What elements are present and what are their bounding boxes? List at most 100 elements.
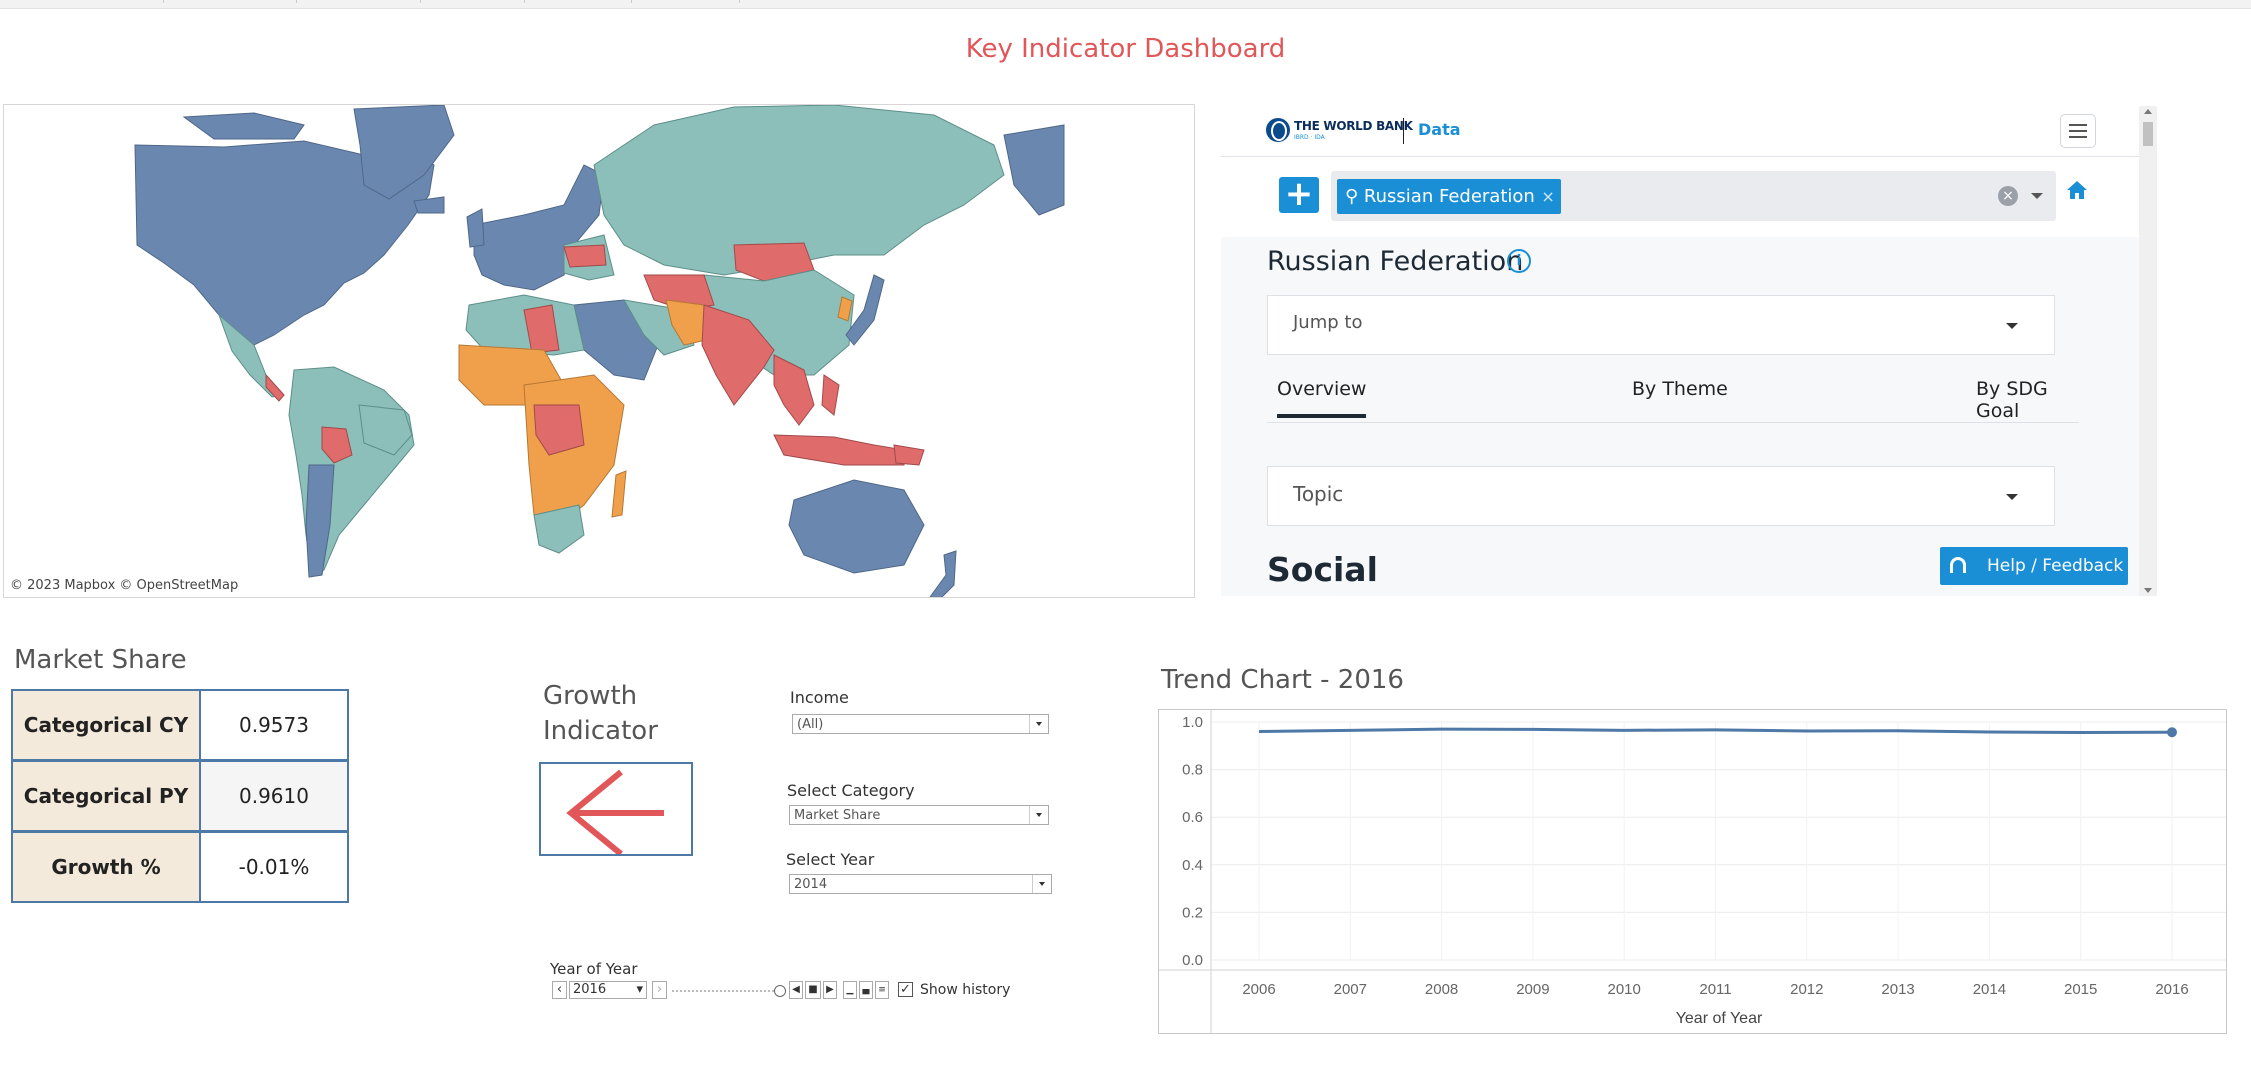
map-region-south-america-blue2 [358,404,413,456]
playback-year-select[interactable]: 2016 ▾ [569,981,647,999]
x-tick-label: 2014 [1973,981,2006,998]
jump-to-label: Jump to [1293,312,1363,333]
category-select[interactable]: Market Share [789,805,1049,825]
speed-slow-icon[interactable]: ▁ [843,981,857,999]
home-icon[interactable] [2066,179,2088,201]
series-point [2167,727,2177,738]
wb-data-link[interactable]: Data [1418,120,1461,139]
map-region-uk [466,208,485,248]
help-feedback-label: Help / Feedback [1987,556,2124,576]
map-region-africa-red-north [523,304,560,354]
chip-remove-icon[interactable]: × [1541,187,1555,206]
growth-indicator-title: Growth Indicator [543,681,658,746]
clear-search-icon[interactable]: × [1998,186,2018,206]
map-region-india [701,304,775,406]
x-tick-label: 2015 [2064,981,2097,998]
trend-chart-title: Trend Chart - 2016 [1161,665,1404,695]
left-arrow-icon [566,769,664,857]
map-region-greenland [353,105,455,200]
market-share-table: Categorical CY 0.9573 Categorical PY 0.9… [11,689,349,903]
tab-by-theme[interactable]: By Theme [1632,378,1728,400]
stop-icon[interactable]: ■ [805,981,821,999]
country-chip-label: Russian Federation [1363,186,1535,207]
headset-icon [1950,557,1966,573]
x-tick-label: 2016 [2155,981,2188,998]
add-button[interactable]: + [1279,177,1319,213]
year-select[interactable]: 2014 [789,874,1052,894]
series-line [1258,727,2173,734]
row-label: Growth % [13,833,201,901]
y-tick-label: 0.2 [1182,904,1203,921]
x-tick-label: 2007 [1334,981,1367,998]
row-value: 0.9573 [239,713,309,737]
wb-logo-text[interactable]: THE WORLD BANK [1294,119,1413,133]
speed-medium-icon[interactable]: ▄ [859,981,873,999]
dashboard-title: Key Indicator Dashboard [965,34,1286,64]
map-region-alaska [1003,124,1065,216]
map-region-africa-south [533,504,585,554]
map-region-png [893,444,925,466]
map-credit[interactable]: © 2023 Mapbox © OpenStreetMap [10,578,239,593]
x-tick-label: 2010 [1608,981,1641,998]
info-icon[interactable]: i [1507,249,1531,273]
search-dropdown-icon[interactable] [2031,193,2043,199]
wb-tabs: Overview By Theme By SDG Goal [1267,370,2079,423]
section-heading: Social [1267,550,1378,589]
y-tick-label: 0.8 [1182,762,1203,779]
scroll-thumb[interactable] [2143,122,2153,146]
wb-logo-sub: IBRD · IDA [1294,134,1325,141]
scroll-down-icon[interactable] [2144,588,2152,593]
map-region-africa-red-central [533,404,585,456]
country-chip[interactable]: ⚲ Russian Federation × [1337,179,1561,214]
wb-search-row: + ⚲ Russian Federation × × [1221,157,2139,237]
income-select[interactable]: (All) [792,714,1049,734]
map-region-madagascar [611,470,627,518]
scrollbar[interactable] [2139,106,2157,596]
scroll-up-icon[interactable] [2144,109,2152,114]
map-region-central-red [265,373,285,402]
row-value: 0.9610 [201,762,347,830]
map-region-iceland [413,196,445,214]
playback-slider[interactable] [672,990,778,992]
chevron-down-icon [2006,323,2018,329]
x-tick-label: 2009 [1516,981,1549,998]
table-row: Growth % -0.01% [13,833,347,901]
country-search-input[interactable]: ⚲ Russian Federation × × [1331,171,2056,221]
step-back-icon[interactable]: ◀ [789,981,803,999]
show-history-checkbox[interactable]: ✓ [898,982,913,997]
worldbank-embed: THE WORLD BANK IBRD · IDA Data + ⚲ Russi… [1221,106,2157,596]
row-value: -0.01% [238,855,310,879]
worldbank-globe-icon[interactable] [1266,118,1290,142]
x-axis-label: Year of Year [1676,1010,1763,1027]
slider-thumb[interactable] [774,985,786,997]
trend-chart[interactable]: 0.0 0.2 0.4 0.6 0.8 1.0 2006 2007 2008 2009 2010 20… [1158,709,2227,1034]
tab-by-sdg-goal[interactable]: By SDG Goal [1976,378,2048,422]
step-forward-icon[interactable]: ▶ [823,981,837,999]
y-tick-label: 1.0 [1182,714,1203,731]
map-svg[interactable] [4,105,1194,597]
growth-indicator [539,762,693,857]
map-region-japan [845,274,885,346]
playback-label: Year of Year [550,960,638,978]
map-region-ukraine-red [563,244,607,268]
topic-select[interactable]: Topic [1267,466,2055,526]
row-label: Categorical PY [13,762,201,830]
map-pin-icon: ⚲ [1345,186,1359,207]
jump-to-select[interactable]: Jump to [1267,295,2055,355]
chevron-down-icon[interactable] [1029,806,1048,824]
help-feedback-button[interactable]: Help / Feedback [1940,547,2128,585]
chevron-down-icon[interactable] [1032,875,1051,893]
world-map[interactable]: © 2023 Mapbox © OpenStreetMap [3,104,1195,598]
chevron-down-icon[interactable] [1029,715,1048,733]
y-tick-label: 0.4 [1182,857,1203,874]
speed-fast-icon[interactable]: ≡ [875,981,889,999]
hamburger-menu-icon[interactable] [2060,114,2096,148]
tab-overview[interactable]: Overview [1277,378,1367,418]
previous-year-icon[interactable]: ‹ [552,981,567,999]
x-tick-label: 2013 [1881,981,1914,998]
trend-chart-svg[interactable]: 0.0 0.2 0.4 0.6 0.8 1.0 2006 2007 2008 2009 2010 20… [1159,710,2226,1033]
y-tick-label: 0.6 [1182,809,1203,826]
map-region-se-asia [773,354,815,426]
next-year-icon[interactable]: › [652,981,667,999]
x-tick-label: 2008 [1425,981,1458,998]
